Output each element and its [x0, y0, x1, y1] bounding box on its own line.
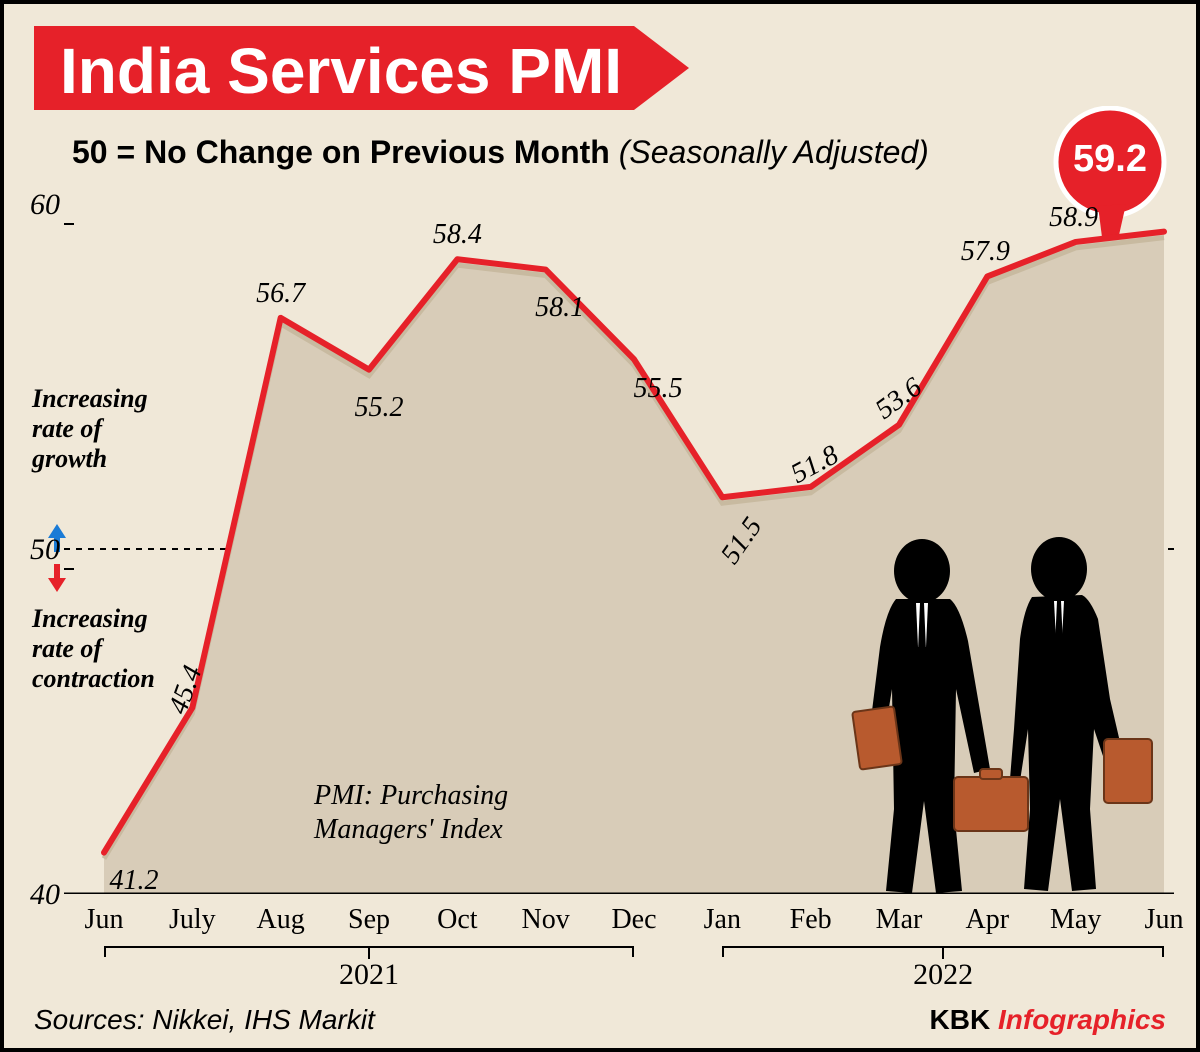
data-point-label: 55.5: [634, 373, 683, 405]
y-tick-label: 60: [20, 188, 60, 222]
x-tick-label: Jun: [1145, 904, 1184, 936]
data-point-label: 58.4: [433, 219, 482, 251]
y-tick-label: 50: [20, 533, 60, 567]
chart-title: India Services PMI: [60, 34, 622, 108]
silhouette-svg: [814, 529, 1154, 897]
x-tick-label: Aug: [257, 904, 305, 936]
x-tick-label: Oct: [437, 904, 477, 936]
brand-text: KBK Infographics: [930, 1004, 1166, 1036]
data-point-label: 58.9: [1049, 202, 1098, 234]
year-label: 2021: [339, 958, 399, 992]
brand-prefix: KBK: [930, 1004, 998, 1035]
infographic-container: India Services PMI 59.2 50 = No Change o…: [0, 0, 1200, 1052]
x-tick-label: Jan: [704, 904, 741, 936]
sources-text: Sources: Nikkei, IHS Markit: [34, 1004, 375, 1036]
year-brace: [104, 946, 634, 956]
briefcase-icon: [954, 777, 1028, 831]
x-tick-label: Apr: [966, 904, 1010, 936]
data-point-label: 55.2: [355, 392, 404, 424]
x-tick-label: Jun: [85, 904, 124, 936]
x-tick-label: Dec: [611, 904, 656, 936]
subtitle-italic: (Seasonally Adjusted): [619, 134, 929, 170]
x-tick-label: Mar: [876, 904, 923, 936]
briefcase-handle: [980, 769, 1002, 779]
year-label: 2022: [913, 958, 973, 992]
down-arrow-icon: [48, 564, 66, 592]
data-point-label: 41.2: [110, 865, 159, 897]
x-tick-label: July: [169, 904, 216, 936]
contraction-annotation: Increasingrate ofcontraction: [32, 604, 155, 694]
x-tick-label: Sep: [348, 904, 390, 936]
briefcase-icon: [1104, 739, 1152, 803]
businessmen-illustration: [814, 529, 1154, 902]
growth-annotation: Increasingrate ofgrowth: [32, 384, 148, 474]
chart-subtitle: 50 = No Change on Previous Month (Season…: [72, 134, 929, 171]
data-point-label: 56.7: [256, 278, 305, 310]
data-point-label: 57.9: [961, 236, 1010, 268]
highlight-value: 59.2: [1073, 138, 1147, 181]
year-brace: [722, 946, 1164, 956]
folder-icon: [852, 706, 902, 769]
subtitle-bold: 50 = No Change on Previous Month: [72, 134, 610, 170]
footer: Sources: Nikkei, IHS Markit KBK Infograp…: [34, 1004, 1166, 1036]
x-tick-label: May: [1050, 904, 1101, 936]
x-tick-label: Nov: [522, 904, 570, 936]
data-point-label: 58.1: [535, 292, 584, 324]
title-banner: India Services PMI: [34, 26, 694, 110]
brand-suffix: Infographics: [998, 1004, 1166, 1035]
y-tick-label: 40: [20, 878, 60, 912]
pmi-definition: PMI: PurchasingManagers' Index: [314, 779, 508, 846]
x-tick-label: Feb: [790, 904, 832, 936]
